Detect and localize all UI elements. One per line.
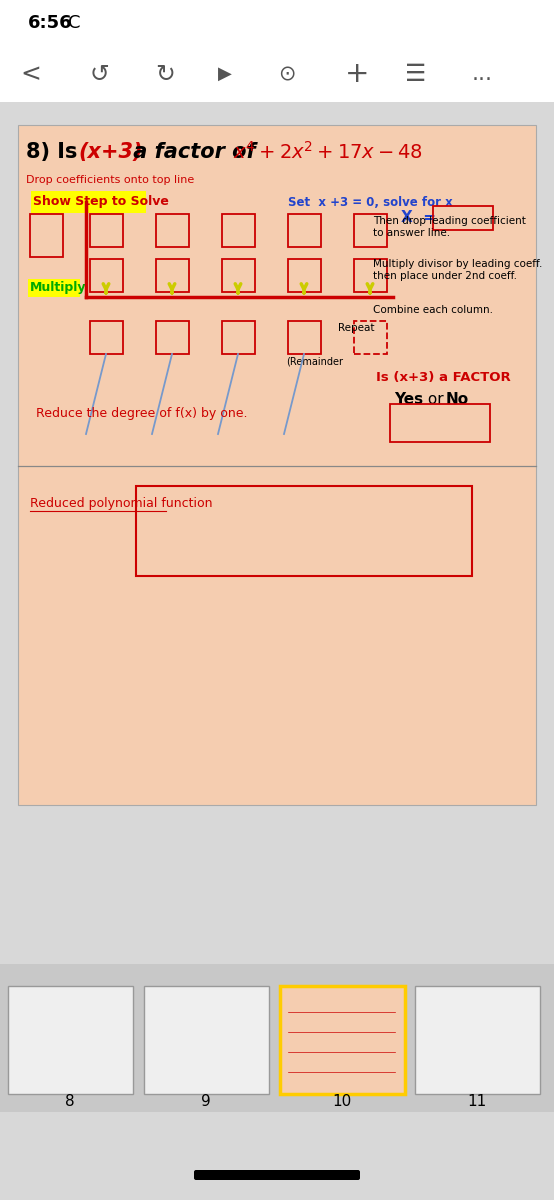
Text: 8: 8 — [65, 1094, 75, 1110]
Bar — [30, 214, 63, 257]
Text: Repeat: Repeat — [338, 323, 375, 332]
Text: Reduce the degree of f(x) by one.: Reduce the degree of f(x) by one. — [36, 408, 248, 420]
Bar — [354, 214, 387, 247]
Text: C: C — [68, 14, 80, 32]
Text: Set  x +3 = 0, solve for x: Set x +3 = 0, solve for x — [288, 196, 453, 209]
Text: 10: 10 — [332, 1094, 352, 1110]
Text: Reduced polynomial function: Reduced polynomial function — [30, 498, 213, 510]
Text: Multiply divisor by leading coeff.
then place under 2nd coeff.: Multiply divisor by leading coeff. then … — [373, 259, 542, 281]
Bar — [354, 259, 387, 292]
Text: ☰: ☰ — [405, 62, 426, 86]
Bar — [90, 214, 123, 247]
Bar — [31, 191, 146, 214]
Bar — [288, 214, 321, 247]
Bar — [28, 278, 80, 296]
Bar — [156, 259, 189, 292]
Text: 11: 11 — [468, 1094, 486, 1110]
FancyBboxPatch shape — [194, 1170, 360, 1180]
Text: Combine each column.: Combine each column. — [373, 305, 493, 314]
Text: No: No — [446, 392, 469, 408]
Text: 6:56: 6:56 — [28, 14, 73, 32]
Text: or: or — [423, 392, 449, 408]
Bar — [156, 320, 189, 354]
Text: Multiply: Multiply — [30, 282, 86, 294]
Text: 9: 9 — [201, 1094, 211, 1110]
Text: 8) Is: 8) Is — [26, 142, 85, 162]
Text: ...: ... — [472, 64, 493, 84]
Bar — [222, 259, 255, 292]
Text: ▶: ▶ — [218, 65, 232, 83]
Bar — [136, 486, 472, 576]
Bar — [288, 320, 321, 354]
Bar — [354, 320, 387, 354]
Bar — [90, 259, 123, 292]
Text: X  =: X = — [401, 210, 436, 224]
Text: (Remainder: (Remainder — [286, 356, 343, 366]
Text: Then drop leading coefficient
to answer line.: Then drop leading coefficient to answer … — [373, 216, 526, 238]
Text: ↺: ↺ — [90, 62, 110, 86]
Text: +: + — [345, 60, 370, 88]
Bar — [415, 986, 540, 1094]
Bar — [0, 100, 554, 960]
Bar — [0, 0, 554, 44]
Text: ↻: ↻ — [155, 62, 175, 86]
Bar — [222, 320, 255, 354]
Bar — [90, 320, 123, 354]
Text: <: < — [20, 62, 41, 86]
Text: Drop coefficients onto top line: Drop coefficients onto top line — [26, 175, 194, 185]
Bar — [8, 986, 133, 1094]
Bar — [222, 214, 255, 247]
Bar — [0, 44, 554, 102]
Bar — [390, 404, 490, 442]
Text: Yes: Yes — [394, 392, 423, 408]
Text: (x+3): (x+3) — [78, 142, 142, 162]
Text: a factor of: a factor of — [126, 142, 263, 162]
Bar — [0, 964, 554, 1112]
Text: Show Step to Solve: Show Step to Solve — [33, 196, 169, 209]
Text: $x^4 + 2x^2 + 17x - 48$: $x^4 + 2x^2 + 17x - 48$ — [233, 142, 423, 163]
Bar — [433, 206, 493, 230]
Text: ⊙: ⊙ — [278, 64, 295, 84]
Bar — [280, 986, 405, 1094]
Bar — [18, 125, 536, 805]
Bar — [288, 259, 321, 292]
Bar — [156, 214, 189, 247]
Bar — [144, 986, 269, 1094]
Text: Is (x+3) a FACTOR: Is (x+3) a FACTOR — [376, 371, 511, 384]
